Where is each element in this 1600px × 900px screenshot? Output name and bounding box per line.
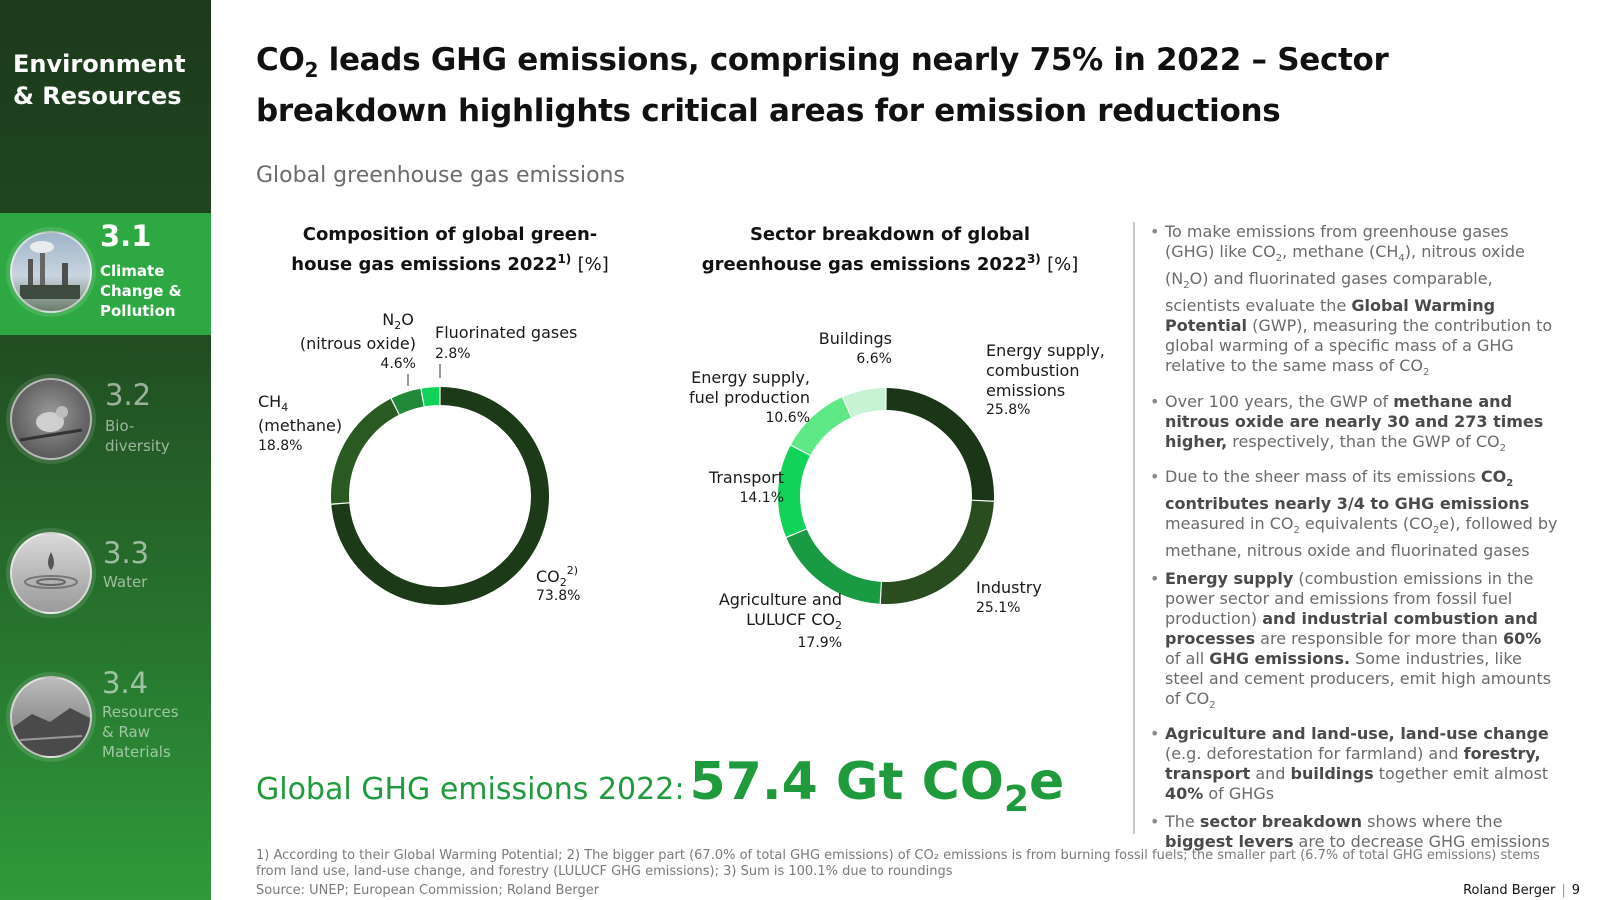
label-agri-1: Agriculture and: [719, 590, 842, 609]
label-agri-value: 17.9%: [798, 635, 842, 651]
nav-label: Bio- diversity: [105, 417, 170, 455]
label-n2o-paren: (nitrous oxide): [300, 334, 416, 353]
label-industry: Industry: [976, 578, 1042, 597]
label-n2o-value: 4.6%: [380, 356, 416, 372]
chart-title-composition: Composition of global green- house gas e…: [291, 224, 609, 275]
bullet-item: Over 100 years, the GWP of methane and n…: [1150, 392, 1560, 459]
slice-n2o: [391, 388, 424, 415]
bullet-item: Due to the sheer mass of its emissions C…: [1150, 467, 1560, 561]
nav-num: 3.3: [103, 536, 150, 570]
nav-num: 3.2: [105, 378, 152, 412]
divider: [1133, 222, 1135, 834]
mine-icon: [10, 676, 92, 758]
label-buildings-value: 6.6%: [856, 351, 892, 367]
label-transport-value: 14.1%: [740, 490, 784, 506]
factory-icon: [10, 231, 92, 313]
label-energy-comb-1: Energy supply,: [986, 341, 1105, 360]
label-fgas-value: 2.8%: [435, 346, 471, 362]
nav-label: Resources & Raw Materials: [102, 703, 179, 761]
sidebar-title: Environment & Resources: [13, 50, 186, 110]
bullet-list: To make emissions from greenhouse gases …: [1150, 222, 1560, 860]
slice-fluorinated: [421, 387, 440, 407]
label-buildings: Buildings: [819, 329, 892, 348]
bullet-item: The sector breakdown shows where the big…: [1150, 812, 1560, 852]
source-note: Source: UNEP; European Commission; Rolan…: [256, 883, 600, 898]
donut-charts: N2O (nitrous oxide) 4.6% Fluorinated gas…: [258, 310, 1105, 651]
total-value: 57.4 Gt CO2e: [689, 752, 1065, 820]
label-ch4-paren: (methane): [258, 416, 342, 435]
label-energy-comb-value: 25.8%: [986, 402, 1030, 418]
label-agri-2: LULUCF CO2: [746, 610, 842, 632]
footnote: 1) According to their Global Warming Pot…: [256, 848, 1540, 879]
page-title: CO2 leads GHG emissions, comprising near…: [256, 42, 1389, 130]
bullet-item: Agriculture and land-use, land-use chang…: [1150, 724, 1560, 804]
slice-buildings: [843, 388, 886, 418]
bullet-item: To make emissions from greenhouse gases …: [1150, 222, 1560, 384]
slice-transport: [778, 445, 810, 537]
label-energy-fuel-1: Energy supply,: [691, 368, 810, 387]
label-ch4-value: 18.8%: [258, 438, 302, 454]
sidebar-item-climate[interactable]: 3.1 Climate Change & Pollution: [0, 213, 211, 335]
bullet-item: Energy supply (combustion emissions in t…: [1150, 569, 1560, 716]
label-energy-comb-3: emissions: [986, 381, 1065, 400]
nav-label: Climate Change & Pollution: [100, 262, 182, 320]
label-fgas: Fluorinated gases: [435, 323, 577, 342]
slice-agriculture: [786, 529, 881, 604]
bird-icon: [10, 378, 92, 460]
donut-composition: [331, 387, 549, 605]
sidebar-item-biodiversity[interactable]: 3.2 Bio- diversity: [0, 372, 211, 494]
label-co2-value: 73.8%: [536, 588, 580, 604]
nav-label: Water: [103, 573, 148, 591]
label-industry-value: 25.1%: [976, 600, 1020, 616]
label-co2: CO22): [536, 564, 578, 589]
page-subtitle: Global greenhouse gas emissions: [256, 163, 625, 188]
slice-energy-fuel: [791, 397, 851, 455]
label-energy-comb-2: combustion: [986, 361, 1079, 380]
sidebar-item-resources[interactable]: 3.4 Resources & Raw Materials: [0, 666, 211, 788]
label-transport: Transport: [708, 468, 784, 487]
nav-num: 3.4: [102, 666, 149, 700]
label-energy-fuel-2: fuel production: [689, 388, 810, 407]
label-n2o: N2O: [382, 310, 414, 332]
slice-ch4: [331, 398, 399, 504]
sidebar-item-water[interactable]: 3.3 Water: [0, 522, 211, 644]
label-ch4: CH4: [258, 392, 288, 414]
donut-sector: [778, 388, 994, 604]
nav-num: 3.1: [100, 219, 152, 253]
slice-energy-combustion: [886, 388, 994, 501]
total-emissions: Global GHG emissions 2022: 57.4 Gt CO2e: [256, 752, 1065, 820]
slice-industry: [880, 500, 994, 604]
brand-footer: Roland Berger | 9: [1463, 883, 1580, 898]
water-drop-icon: [10, 532, 92, 614]
label-energy-fuel-value: 10.6%: [766, 410, 810, 426]
chart-title-sector: Sector breakdown of global greenhouse ga…: [701, 224, 1079, 275]
sidebar: Environment & Resources 3.1 Climate Chan…: [0, 0, 211, 900]
